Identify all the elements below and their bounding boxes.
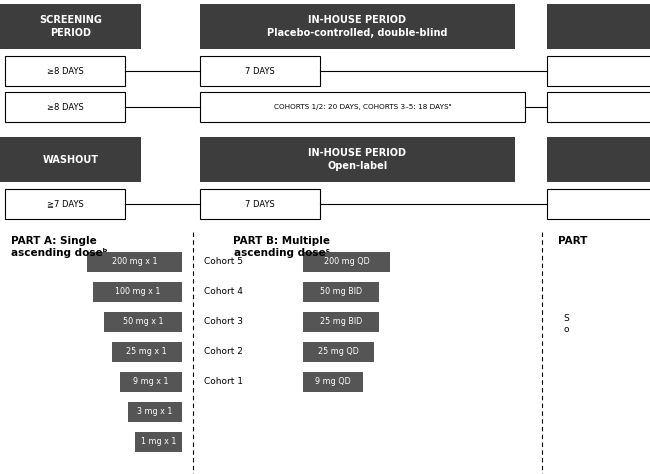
Bar: [86, 252, 182, 272]
Text: 3 mg x 1: 3 mg x 1: [137, 408, 173, 417]
Bar: [5, 92, 125, 122]
Bar: [547, 92, 650, 122]
Bar: [547, 4, 650, 49]
Text: Cohort 1: Cohort 1: [203, 377, 242, 386]
Text: PART B: Multiple
ascending doseᶜ: PART B: Multiple ascending doseᶜ: [233, 236, 330, 258]
Text: 7 DAYS: 7 DAYS: [245, 66, 275, 75]
Bar: [93, 282, 182, 302]
Text: Cohort 4: Cohort 4: [203, 288, 242, 297]
Bar: [0, 137, 141, 182]
Text: 7 DAYS: 7 DAYS: [245, 200, 275, 209]
Bar: [200, 4, 515, 49]
Text: 25 mg QD: 25 mg QD: [318, 347, 359, 356]
Bar: [304, 282, 379, 302]
Bar: [200, 56, 320, 86]
Text: Cohort 2: Cohort 2: [203, 347, 242, 356]
Text: 200 mg x 1: 200 mg x 1: [112, 257, 157, 266]
Bar: [120, 372, 182, 392]
Bar: [304, 312, 379, 332]
Bar: [112, 342, 182, 362]
Bar: [5, 189, 125, 219]
Text: PART A: Single
ascending doseᵇ: PART A: Single ascending doseᵇ: [11, 236, 107, 258]
Text: 50 mg BID: 50 mg BID: [320, 288, 362, 297]
Bar: [547, 189, 650, 219]
Text: 1 mg x 1: 1 mg x 1: [141, 438, 176, 447]
Text: IN-HOUSE PERIOD
Open-label: IN-HOUSE PERIOD Open-label: [309, 148, 406, 171]
Bar: [547, 137, 650, 182]
Text: SCREENING
PERIOD: SCREENING PERIOD: [39, 15, 102, 38]
Text: 25 mg x 1: 25 mg x 1: [127, 347, 167, 356]
Bar: [304, 252, 390, 272]
Text: IN-HOUSE PERIOD
Placebo-controlled, double-blind: IN-HOUSE PERIOD Placebo-controlled, doub…: [267, 15, 448, 38]
Bar: [200, 189, 320, 219]
Text: 200 mg QD: 200 mg QD: [324, 257, 370, 266]
Text: 9 mg QD: 9 mg QD: [315, 377, 351, 386]
Text: WASHOUT: WASHOUT: [42, 155, 98, 164]
Bar: [135, 432, 182, 452]
Text: ≥8 DAYS: ≥8 DAYS: [47, 102, 83, 111]
Bar: [5, 56, 125, 86]
Bar: [304, 342, 374, 362]
Text: COHORTS 1/2: 20 DAYS, COHORTS 3–5: 18 DAYSᵃ: COHORTS 1/2: 20 DAYS, COHORTS 3–5: 18 DA…: [274, 104, 452, 110]
Text: 100 mg x 1: 100 mg x 1: [115, 288, 161, 297]
Text: 9 mg x 1: 9 mg x 1: [133, 377, 169, 386]
Bar: [304, 372, 363, 392]
Text: PART: PART: [558, 236, 588, 246]
Text: ≧7 DAYS: ≧7 DAYS: [47, 200, 83, 209]
Text: 50 mg x 1: 50 mg x 1: [123, 318, 163, 327]
Bar: [104, 312, 182, 332]
Text: ≥8 DAYS: ≥8 DAYS: [47, 66, 83, 75]
Text: 25 mg BID: 25 mg BID: [320, 318, 363, 327]
Bar: [200, 137, 515, 182]
Bar: [128, 402, 182, 422]
Bar: [0, 4, 141, 49]
Text: Cohort 3: Cohort 3: [203, 318, 242, 327]
Text: Cohort 5: Cohort 5: [203, 257, 242, 266]
Text: S
o: S o: [564, 314, 569, 334]
Bar: [547, 56, 650, 86]
Bar: [200, 92, 525, 122]
